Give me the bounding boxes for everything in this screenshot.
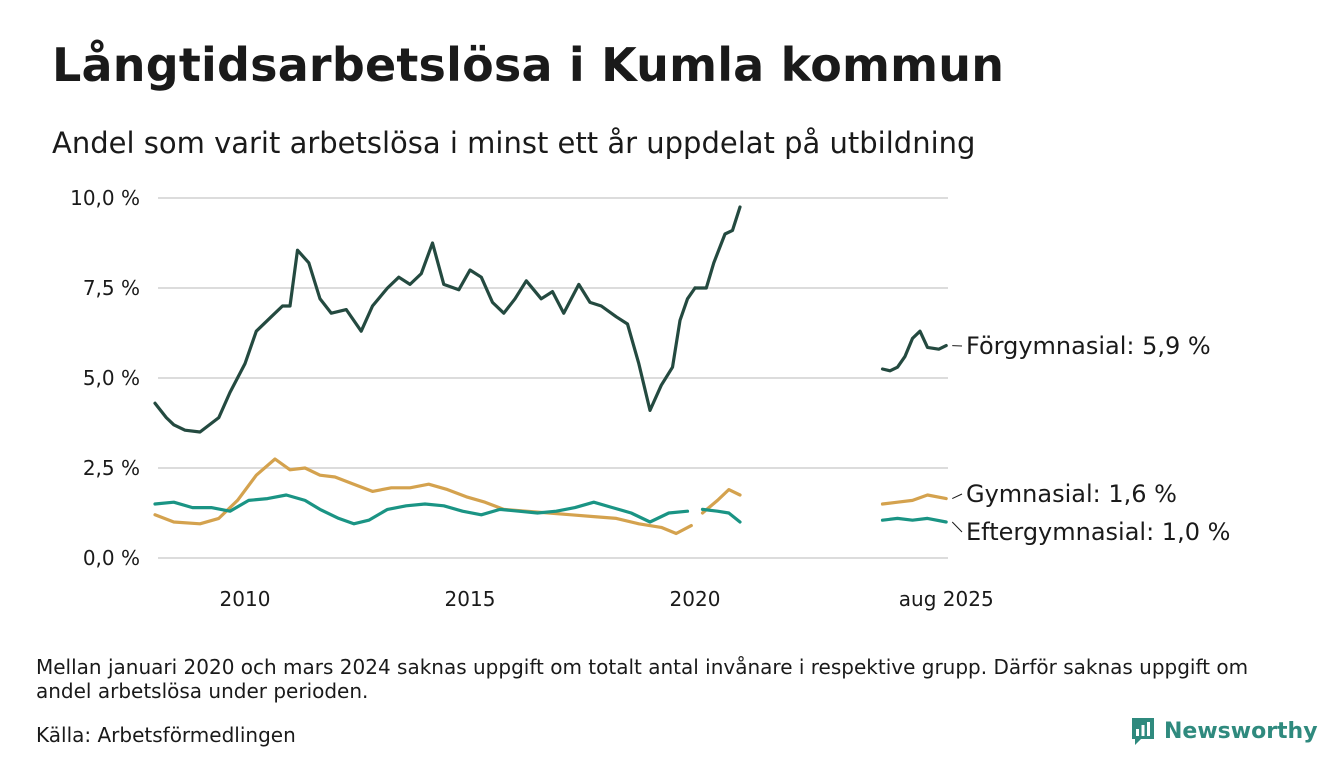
series-lines bbox=[153, 205, 948, 536]
x-tick-label: 2010 bbox=[220, 587, 271, 611]
y-tick-label: 5,0 % bbox=[83, 366, 140, 390]
footnote: Mellan januari 2020 och mars 2024 saknas… bbox=[36, 655, 1249, 703]
x-tick-label: aug 2025 bbox=[899, 587, 994, 611]
series-end-labels: Förgymnasial: 5,9 % Gymnasial: 1,6 % Efter… bbox=[951, 332, 1230, 546]
source-note: Källa: Arbetsförmedlingen bbox=[36, 723, 296, 747]
chart-title: Långtidsarbetslösa i Kumla kommun bbox=[52, 38, 1005, 92]
y-axis-ticks: 0,0 % 2,5 % 5,0 % 7,5 % 10,0 % bbox=[70, 186, 140, 570]
series-end-label: Gymnasial: 1,6 % bbox=[966, 480, 1177, 508]
series-end-label: Eftergymnasial: 1,0 % bbox=[966, 518, 1230, 546]
x-tick-label: 2015 bbox=[445, 587, 496, 611]
newsworthy-logo-icon bbox=[1132, 718, 1154, 745]
brand-name: Newsworthy bbox=[1164, 718, 1318, 744]
series-line-gymnasial bbox=[700, 488, 742, 515]
x-axis-ticks: 2010 2015 2020 aug 2025 bbox=[220, 587, 994, 611]
chart-subtitle: Andel som varit arbetslösa i minst ett å… bbox=[52, 126, 976, 160]
x-tick-label: 2020 bbox=[670, 587, 721, 611]
series-line-förgymnasial bbox=[693, 205, 742, 290]
series-line-gymnasial bbox=[153, 457, 693, 536]
y-tick-label: 10,0 % bbox=[70, 186, 140, 210]
series-line-förgymnasial bbox=[153, 241, 697, 434]
newsworthy-brand[interactable]: Newsworthy bbox=[1130, 716, 1318, 746]
y-tick-label: 0,0 % bbox=[83, 546, 140, 570]
series-end-label: Förgymnasial: 5,9 % bbox=[966, 332, 1211, 360]
label-leader-line bbox=[951, 521, 963, 533]
series-line-eftergymnasial bbox=[153, 493, 690, 526]
grid-lines bbox=[158, 197, 948, 559]
label-leader-line bbox=[952, 493, 963, 500]
series-line-förgymnasial bbox=[880, 329, 948, 373]
series-line-eftergymnasial bbox=[880, 516, 948, 524]
y-tick-label: 7,5 % bbox=[83, 276, 140, 300]
series-line-gymnasial bbox=[880, 493, 948, 506]
line-chart: 0,0 % 2,5 % 5,0 % 7,5 % 10,0 % 2010 2015 2020 a… bbox=[70, 186, 1230, 611]
y-tick-label: 2,5 % bbox=[83, 456, 140, 480]
series-line-eftergymnasial bbox=[700, 507, 742, 524]
